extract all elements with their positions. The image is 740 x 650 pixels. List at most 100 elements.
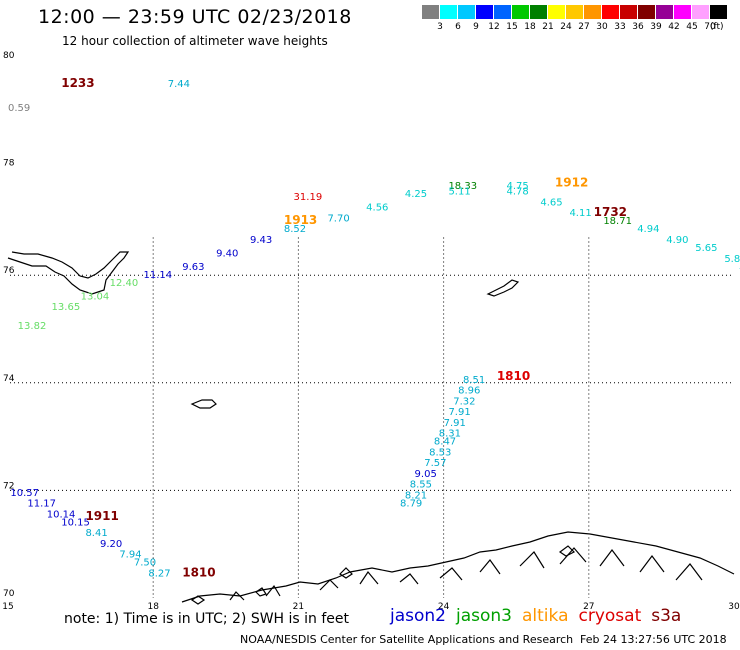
- wave-height-observation: 8.47: [434, 437, 456, 448]
- color-scale-label: 21: [542, 22, 554, 32]
- wave-height-observation: 18.71: [603, 216, 632, 227]
- pass-time-label: 1913: [284, 213, 317, 227]
- color-scale-swatch: [638, 5, 655, 19]
- color-scale-swatch: [674, 5, 691, 19]
- color-scale-label: 42: [668, 22, 680, 32]
- wave-height-observation: 4.56: [366, 203, 388, 214]
- color-scale-label: 45: [686, 22, 698, 32]
- greenland-coast: [7, 251, 130, 295]
- pass-time-label: 1732: [594, 205, 627, 219]
- wave-height-observation: 18.33: [448, 181, 477, 192]
- latitude-tick-label: 76: [3, 266, 15, 276]
- norway-fjords: [229, 547, 703, 601]
- wave-height-observation: 8.21: [405, 490, 427, 501]
- wave-height-observation: 7.44: [168, 79, 190, 90]
- color-scale-label: 15: [506, 22, 518, 32]
- pass-time-label: 1810: [182, 565, 215, 579]
- color-scale-label: 70: [704, 22, 716, 32]
- islands-coast: [190, 545, 576, 605]
- wave-height-observation: 4.65: [540, 197, 562, 208]
- color-scale-label: 30: [596, 22, 608, 32]
- color-scale-label: 27: [578, 22, 590, 32]
- longitude-tick-label: 15: [2, 602, 13, 612]
- color-scale-label: 3: [437, 22, 443, 32]
- pass-time-label: 1810: [497, 369, 530, 383]
- wave-height-observation: 5.11: [448, 187, 470, 198]
- color-scale-swatch: [512, 5, 529, 19]
- legend-s3a: s3a: [651, 606, 682, 626]
- wave-height-color-scale: 3 6 9 12 15 18 21 24 27 30 33 36 39 42 45 70 (ft): [422, 5, 734, 37]
- latitude-tick-label: 72: [3, 481, 14, 491]
- wave-height-observation: 7.70: [327, 213, 349, 224]
- longitude-tick-label: 21: [293, 602, 304, 612]
- latitude-tick-label: 74: [3, 374, 15, 384]
- wave-height-observation: 11.14: [144, 270, 173, 281]
- color-scale-swatch: [656, 5, 673, 19]
- satellite-legend: jason2 jason3 altika cryosat s3a: [390, 606, 691, 626]
- color-scale-swatch: [422, 5, 439, 19]
- wave-height-observation: 8.79: [400, 499, 422, 510]
- wave-height-observation: 5.65: [695, 243, 717, 254]
- wave-height-observation: 7.57: [424, 458, 446, 469]
- wave-height-observation: 11.17: [27, 499, 56, 510]
- norway-coast: [181, 531, 735, 603]
- color-scale-label: 36: [632, 22, 644, 32]
- wave-height-observation: 7.50: [134, 558, 156, 569]
- wave-height-observation: 10.15: [61, 517, 90, 528]
- generated-timestamp: Feb 24 13:27:56 UTC 2018: [580, 633, 727, 646]
- pass-time-label: 1912: [555, 175, 588, 189]
- wave-height-observation: 4.90: [666, 235, 688, 246]
- color-scale-swatch: [494, 5, 511, 19]
- wave-height-observation: 8.51: [463, 375, 485, 386]
- coastline: [7, 251, 735, 605]
- wave-height-observation: 7.94: [119, 550, 141, 561]
- color-scale-label: 18: [524, 22, 536, 32]
- color-scale-swatch: [692, 5, 709, 19]
- legend-cryosat: cryosat: [578, 606, 642, 626]
- color-scale-label: 39: [650, 22, 662, 32]
- longitude-tick-label: 27: [583, 602, 594, 612]
- wave-height-observation: 4.11: [569, 208, 591, 219]
- map-title: 12:00 — 23:59 UTC 02/23/2018: [38, 6, 352, 28]
- legend-jason3: jason3: [456, 606, 512, 626]
- color-scale-label: 9: [473, 22, 479, 32]
- wave-height-observation: 8.55: [410, 480, 432, 491]
- color-scale-label: 24: [560, 22, 572, 32]
- color-scale-swatch: [440, 5, 457, 19]
- longitude-tick-label: 30: [728, 602, 740, 612]
- color-scale-swatch: [458, 5, 475, 19]
- wave-height-observation: 8.31: [439, 429, 461, 440]
- lat-lon-grid: 15 18 21 24 27 30 80 78 76 74 72 70: [2, 51, 740, 612]
- color-scale-swatch: [620, 5, 637, 19]
- wave-height-observation: 13.82: [18, 321, 47, 332]
- legend-altika: altika: [522, 606, 569, 626]
- color-scale-swatch: [530, 5, 547, 19]
- color-scale-swatch: [602, 5, 619, 19]
- wave-height-observation: 31.19: [294, 192, 323, 203]
- wave-height-observation: 8.27: [148, 568, 170, 579]
- latitude-tick-label: 70: [3, 589, 15, 599]
- color-scale-label: 6: [455, 22, 461, 32]
- footer-note: note: 1) Time is in UTC; 2) SWH is in fe…: [64, 611, 350, 627]
- color-scale-swatch: [476, 5, 493, 19]
- longitude-tick-label: 18: [147, 602, 159, 612]
- wave-height-observation: 9.20: [100, 539, 122, 550]
- wave-height-observation: 13.04: [81, 291, 110, 302]
- pass-time-label: 1911: [85, 509, 118, 523]
- color-scale-label: 12: [488, 22, 500, 32]
- legend-jason2: jason2: [390, 606, 446, 626]
- wave-height-observation: 7: [739, 267, 740, 278]
- credit-line: NOAA/NESDIS Center for Satellite Applica…: [240, 633, 574, 646]
- wave-height-observation: 4.75: [507, 181, 529, 192]
- color-scale-swatch: [566, 5, 583, 19]
- latitude-tick-label: 80: [3, 51, 15, 61]
- map-subtitle: 12 hour collection of altimeter wave hei…: [62, 34, 328, 48]
- color-scale-unit: (ft): [710, 22, 724, 32]
- wave-height-observation: 13.65: [52, 302, 81, 313]
- wave-height-observation: 8.52: [284, 224, 306, 235]
- wave-height-observation: 12.40: [110, 278, 139, 289]
- wave-height-observation: 8.41: [85, 528, 107, 539]
- latitude-tick-label: 78: [3, 159, 15, 169]
- wave-height-observation: 9.40: [216, 248, 238, 259]
